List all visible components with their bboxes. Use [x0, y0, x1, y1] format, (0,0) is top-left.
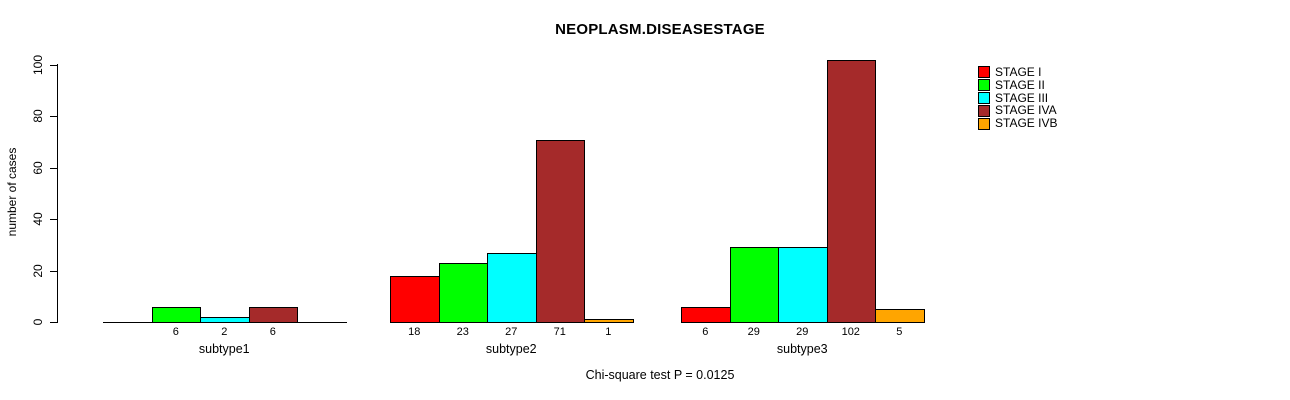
legend-label-stage-ii: STAGE II — [995, 77, 1045, 92]
legend: STAGE I STAGE II STAGE III STAGE IVA STAGE I… — [978, 66, 1057, 130]
legend-swatch-stage-iva — [978, 104, 990, 117]
bar-subtype3-stage-iva — [826, 60, 876, 323]
legend-row-stage-ii: STAGE II — [978, 77, 1057, 92]
y-tick-mark-40 — [50, 219, 57, 221]
y-axis-title: number of cases — [5, 147, 19, 237]
y-tick-mark-0 — [50, 322, 57, 323]
bar-subtype1-stage-iva — [248, 307, 298, 323]
bar-subtype2-stage-iii — [487, 253, 537, 323]
legend-label-stage-i: STAGE I — [995, 65, 1042, 79]
bar-subtype2-stage-ivb — [584, 319, 634, 323]
y-tick-mark-20 — [50, 270, 57, 272]
count-label-subtype3-stage-iii: 29 — [796, 326, 809, 338]
y-tick-mark-100 — [50, 65, 57, 66]
bar-subtype2-stage-i — [390, 276, 440, 323]
bar-subtype3-stage-iii — [778, 247, 828, 323]
y-tick-label-100: 100 — [31, 54, 45, 76]
legend-row-stage-ivb: STAGE IVB — [978, 117, 1057, 130]
y-tick-label-60: 60 — [31, 161, 45, 175]
legend-row-stage-iva: STAGE IVA — [978, 104, 1057, 117]
bar-subtype3-stage-ii — [729, 247, 779, 323]
count-label-subtype1-stage-ii: 6 — [172, 326, 179, 338]
category-label-subtype1: subtype1 — [198, 342, 250, 356]
bar-subtype3-stage-ivb — [875, 309, 925, 323]
count-label-subtype2-stage-ii: 23 — [456, 326, 469, 338]
y-tick-mark-60 — [50, 167, 57, 169]
count-label-subtype2-stage-iii: 27 — [505, 326, 518, 338]
chart-title: NEOPLASM.DISEASESTAGE — [555, 21, 765, 38]
count-label-subtype3-stage-i: 6 — [702, 326, 709, 338]
bar-subtype2-stage-iva — [535, 140, 585, 323]
legend-swatch-stage-i — [978, 66, 990, 79]
y-tick-label-0: 0 — [31, 318, 45, 326]
y-axis-line — [57, 64, 58, 323]
count-label-subtype2-stage-i: 18 — [408, 326, 421, 338]
y-tick-label-20: 20 — [31, 263, 45, 278]
bar-subtype2-stage-ii — [438, 263, 488, 323]
legend-label-stage-ivb: STAGE IVB — [995, 116, 1058, 131]
y-tick-label-40: 40 — [31, 212, 45, 226]
bar-subtype1-stage-ii — [151, 307, 201, 323]
legend-row-stage-i: STAGE I — [978, 66, 1057, 79]
count-label-subtype2-stage-iva: 71 — [553, 326, 566, 338]
legend-swatch-stage-iii — [978, 91, 990, 104]
category-label-subtype2: subtype2 — [485, 342, 537, 356]
legend-row-stage-iii: STAGE III — [978, 90, 1057, 105]
bar-subtype3-stage-i — [681, 307, 731, 323]
category-label-subtype3: subtype3 — [776, 342, 828, 356]
count-label-subtype1-stage-iva: 6 — [269, 326, 276, 338]
y-tick-mark-80 — [50, 116, 57, 118]
legend-swatch-stage-ii — [978, 79, 990, 92]
count-label-subtype3-stage-ii: 29 — [747, 326, 760, 338]
count-label-subtype3-stage-ivb: 5 — [896, 326, 903, 338]
legend-label-stage-iii: STAGE III — [995, 90, 1049, 105]
y-tick-label-80: 80 — [31, 109, 45, 124]
count-label-subtype2-stage-ivb: 1 — [605, 326, 612, 338]
legend-swatch-stage-ivb — [978, 117, 990, 130]
count-label-subtype1-stage-iii: 2 — [221, 326, 228, 338]
count-label-subtype3-stage-iva: 102 — [841, 326, 860, 338]
legend-label-stage-iva: STAGE IVA — [995, 103, 1057, 118]
bar-subtype1-stage-iii — [200, 317, 250, 323]
chi-square-caption: Chi-square test P = 0.0125 — [585, 368, 735, 382]
